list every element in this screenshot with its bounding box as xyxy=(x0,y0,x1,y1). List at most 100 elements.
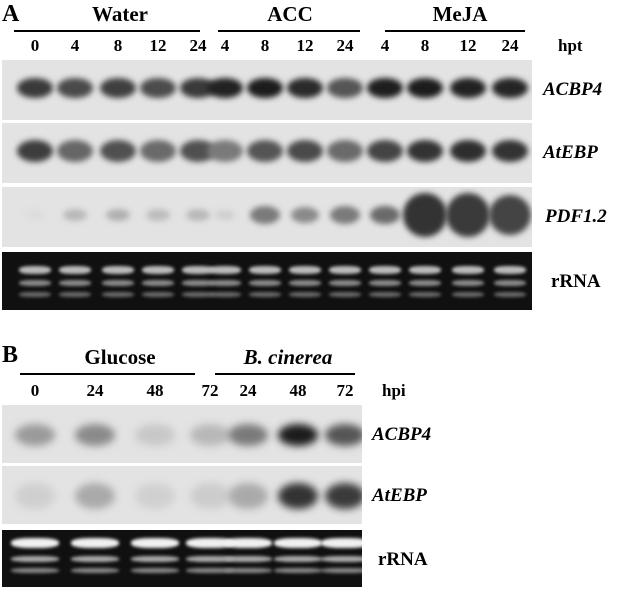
blot-band xyxy=(190,424,230,446)
rrna-band xyxy=(274,568,322,573)
rrna-band xyxy=(131,568,179,573)
rrna-band xyxy=(409,292,441,297)
blot-band xyxy=(327,78,363,98)
blot-band xyxy=(57,140,93,162)
rrna-band xyxy=(209,280,241,286)
blot-band xyxy=(63,209,87,221)
panel-a-group-line-water xyxy=(14,30,200,32)
blot-band xyxy=(291,207,319,223)
panel-a-timepoint: 4 xyxy=(220,36,230,55)
blot-band xyxy=(327,140,363,162)
rrna-band xyxy=(329,266,361,274)
blot-band xyxy=(325,483,362,509)
blot-band xyxy=(15,424,55,446)
blot-band xyxy=(186,209,210,221)
blot-band xyxy=(278,483,318,509)
rrna-band xyxy=(249,280,281,286)
panel-b-unit: hpi xyxy=(382,381,406,400)
panel-a-group-line-meja xyxy=(385,30,525,32)
blot-band xyxy=(450,78,486,98)
blot-band xyxy=(75,483,115,509)
panel-b-timepoint: 48 xyxy=(146,381,164,400)
blot-band xyxy=(135,483,175,509)
blot-band xyxy=(146,209,170,221)
rrna-band xyxy=(11,568,59,573)
panel-b-timepoint: 0 xyxy=(30,381,40,400)
rrna-band xyxy=(369,292,401,297)
panel-b-blot-atebp xyxy=(2,466,362,524)
rrna-band xyxy=(329,292,361,297)
rrna-band xyxy=(209,292,241,297)
panel-b-group-bcinerea-text: B. cinerea xyxy=(243,345,333,369)
blot-band xyxy=(215,210,235,220)
rrna-band xyxy=(11,538,59,548)
panel-a-label-pdf12: PDF1.2 xyxy=(545,206,607,227)
panel-b-label-acbp4: ACBP4 xyxy=(372,424,432,445)
rrna-band xyxy=(409,280,441,286)
rrna-band xyxy=(186,556,234,562)
rrna-band xyxy=(59,280,91,286)
rrna-band xyxy=(71,538,119,548)
blot-band xyxy=(407,78,443,98)
panel-a-timepoint: 8 xyxy=(113,36,123,55)
rrna-band xyxy=(452,266,484,274)
rrna-band xyxy=(11,556,59,562)
blot-band xyxy=(492,140,528,162)
rrna-band xyxy=(59,292,91,297)
rrna-band xyxy=(102,280,134,286)
blot-band xyxy=(100,78,136,98)
panel-b-group-line-bcinerea xyxy=(215,373,355,375)
blot-band xyxy=(370,206,400,224)
panel-b-group-glucose: Glucose xyxy=(84,345,156,369)
rrna-band xyxy=(142,292,174,297)
rrna-band xyxy=(494,292,526,297)
blot-band xyxy=(450,140,486,162)
blot-band xyxy=(407,140,443,162)
panel-a-unit: hpt xyxy=(558,36,583,55)
panel-b-blot-rrna xyxy=(2,530,362,587)
rrna-band xyxy=(71,556,119,562)
panel-a-blot-rrna xyxy=(2,252,532,310)
rrna-band xyxy=(321,568,362,573)
blot-band xyxy=(330,206,360,224)
panel-b-group-bcinerea: B. cinerea xyxy=(218,347,358,368)
blot-band xyxy=(180,78,216,98)
rrna-band xyxy=(224,538,272,548)
blot-band xyxy=(140,78,176,98)
blot-band xyxy=(287,140,323,162)
panel-a-blot-atebp xyxy=(2,123,532,183)
blot-band xyxy=(228,483,268,509)
blot-band xyxy=(367,78,403,98)
blot-band xyxy=(106,209,130,221)
panel-a-label-rrna: rRNA xyxy=(551,271,601,292)
panel-a-group-acc: ACC xyxy=(267,2,313,26)
panel-a-group-line-acc xyxy=(218,30,360,32)
blot-band xyxy=(140,140,176,162)
blot-band xyxy=(247,140,283,162)
blot-band xyxy=(135,424,175,446)
rrna-band xyxy=(452,292,484,297)
blot-band xyxy=(446,193,490,237)
rrna-band xyxy=(71,568,119,573)
panel-a-timepoint: 4 xyxy=(380,36,390,55)
panel-b-blot-acbp4 xyxy=(2,405,362,463)
blot-band xyxy=(207,140,243,162)
rrna-band xyxy=(19,266,51,274)
panel-a-group-meja: MeJA xyxy=(432,2,488,26)
rrna-band xyxy=(321,556,362,562)
rrna-band xyxy=(289,292,321,297)
panel-a-timepoint: 24 xyxy=(501,36,519,55)
panel-a-timepoint: 24 xyxy=(189,36,207,55)
panel-a-label-atebp: AtEBP xyxy=(543,142,598,163)
rrna-band xyxy=(19,280,51,286)
rrna-band xyxy=(494,280,526,286)
blot-band xyxy=(403,193,447,237)
rrna-band xyxy=(182,292,214,297)
blot-band xyxy=(15,483,55,509)
rrna-band xyxy=(59,266,91,274)
blot-band xyxy=(17,140,53,162)
rrna-band xyxy=(249,266,281,274)
rrna-band xyxy=(186,568,234,573)
rrna-band xyxy=(289,280,321,286)
rrna-band xyxy=(142,280,174,286)
